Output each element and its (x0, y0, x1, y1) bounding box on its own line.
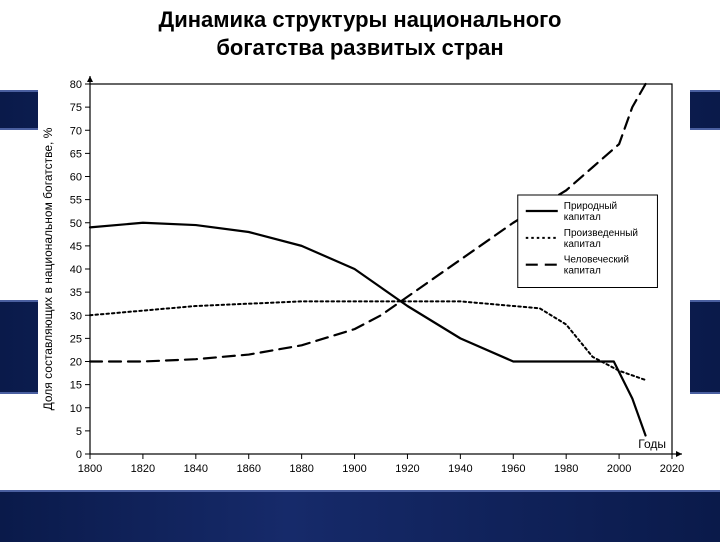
x-tick-label: 1880 (289, 463, 313, 475)
y-tick-label: 80 (70, 79, 82, 91)
y-axis-arrow-head (87, 76, 93, 82)
x-tick-label: 1860 (236, 463, 260, 475)
y-tick-label: 40 (70, 264, 82, 276)
x-tick-label: 1920 (395, 463, 419, 475)
x-tick-label: 2000 (607, 463, 631, 475)
legend-label-natural-l2: капитал (564, 212, 601, 223)
chart-container: 0 5 10 15 20 25 30 35 40 45 50 55 60 65 70 75 80 1800 1820… (38, 74, 690, 488)
chart-svg: 0 5 10 15 20 25 30 35 40 45 50 55 60 65 70 75 80 1800 1820… (38, 74, 690, 488)
y-tick-label: 10 (70, 403, 82, 415)
y-tick-label: 60 (70, 172, 82, 184)
x-tick-label: 1940 (448, 463, 472, 475)
title-line-1: Динамика структуры национального (159, 7, 562, 32)
y-tick-label: 50 (70, 218, 82, 230)
legend-label-produced-l2: капитал (564, 239, 601, 250)
y-tick-label: 35 (70, 287, 82, 299)
x-tick-label: 1960 (501, 463, 525, 475)
legend-label-human-l2: капитал (564, 266, 601, 277)
y-tick-label: 20 (70, 357, 82, 369)
x-axis-arrow-head (676, 451, 682, 457)
x-tick-label: 1900 (342, 463, 366, 475)
y-tick-label: 0 (76, 449, 82, 461)
slide-title: Динамика структуры национального богатст… (0, 6, 720, 61)
y-axis-label: Доля составляющих в национальном богатст… (41, 127, 55, 410)
x-tick-label: 1840 (184, 463, 208, 475)
x-tick-label: 1820 (131, 463, 155, 475)
y-tick-label: 55 (70, 195, 82, 207)
x-tick-label: 1980 (554, 463, 578, 475)
x-tick-label: 1800 (78, 463, 102, 475)
y-tick-label: 15 (70, 380, 82, 392)
y-tick-label: 25 (70, 333, 82, 345)
legend-label-natural-l1: Природный (564, 201, 617, 212)
x-tick-label: 2020 (660, 463, 684, 475)
y-tick-label: 30 (70, 310, 82, 322)
y-tick-label: 5 (76, 426, 82, 438)
title-line-2: богатства развитых стран (216, 35, 503, 60)
legend-label-human-l1: Человеческий (564, 255, 629, 266)
y-tick-label: 45 (70, 241, 82, 253)
y-tick-label: 70 (70, 125, 82, 137)
bg-band-bot (0, 490, 720, 542)
y-tick-label: 65 (70, 148, 82, 160)
legend-label-produced-l1: Произведенный (564, 228, 638, 239)
y-tick-label: 75 (70, 102, 82, 114)
x-axis-label: Годы (638, 437, 666, 451)
